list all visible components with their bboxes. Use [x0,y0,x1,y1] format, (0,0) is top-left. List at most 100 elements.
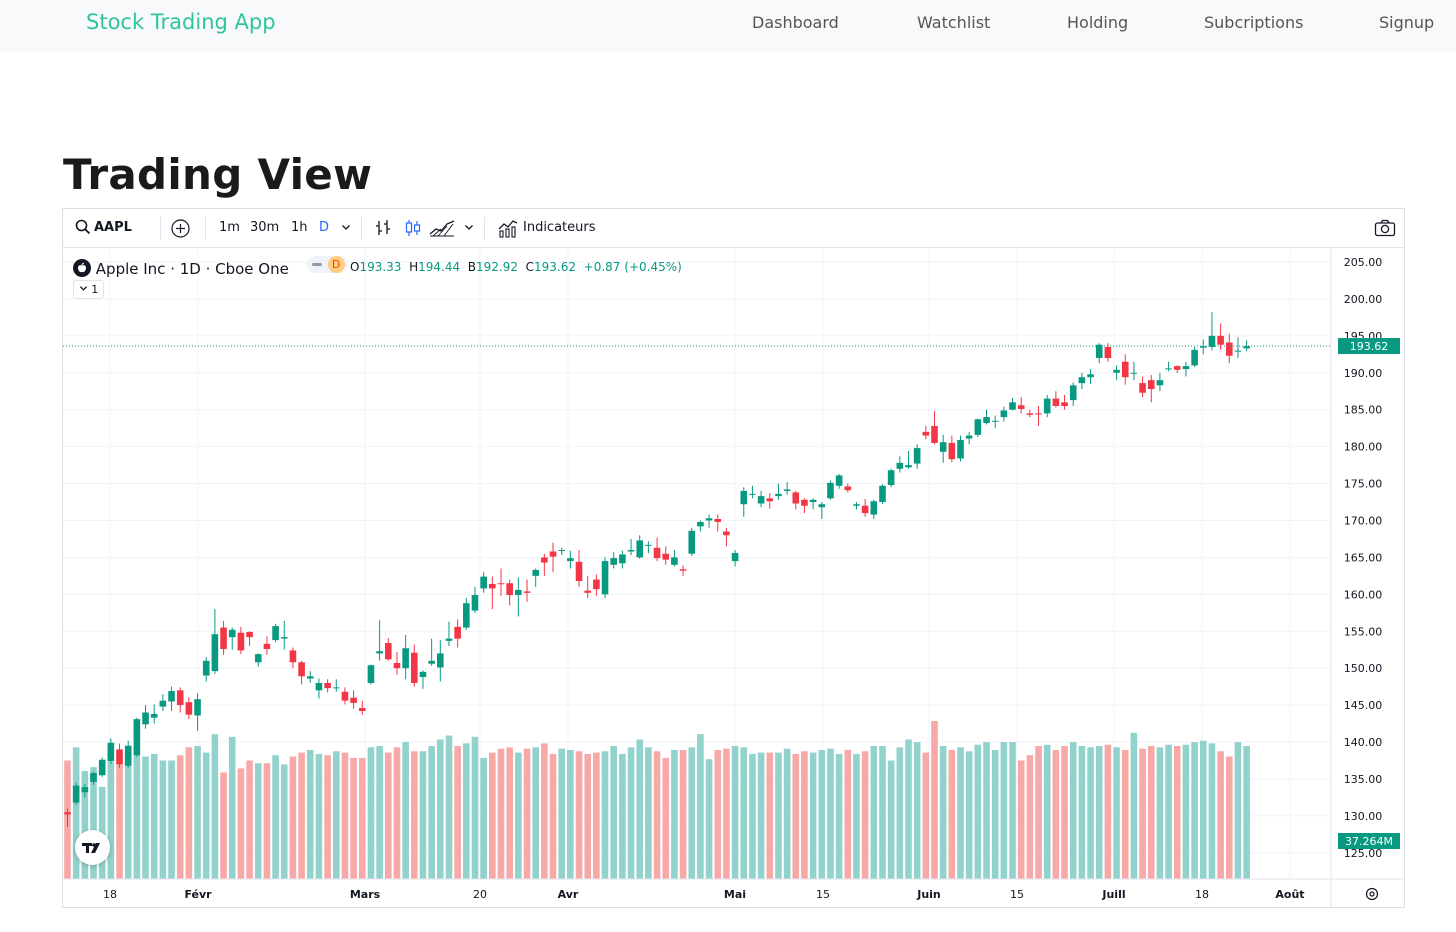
tradingview-logo[interactable] [75,830,110,865]
volume-bar [749,753,756,879]
candle-body [489,583,496,589]
indicators-button[interactable]: Indicateurs [523,220,596,235]
candle-body [1052,398,1060,407]
nav-dashboard[interactable]: Dashboard [752,13,839,32]
volume-bar [957,747,964,879]
time-tick-label: Juin [916,888,941,901]
candle-body [411,652,418,683]
settings-gear-icon[interactable] [1365,887,1379,901]
volume-bar [489,752,496,879]
candle-body [324,682,331,689]
candle-body [1035,413,1042,415]
volume-bar [853,753,860,879]
candle-body [185,702,193,715]
price-tick-label: 200.00 [1344,293,1383,306]
candle-body [948,442,956,460]
delay-badge: D [327,256,345,273]
volume-bar [567,749,574,879]
candle-body [957,439,964,459]
candle-body [254,654,262,663]
price-chart[interactable]: 205.00200.00195.00190.00185.00180.00175.… [63,248,1404,908]
data-status-badge[interactable]: D [306,256,348,273]
symbol-title[interactable]: Apple Inc · 1D · Cboe One [95,260,289,278]
candle-body [532,569,539,576]
volume-bar [107,761,115,879]
volume-bar [393,747,401,879]
candle-body [159,700,167,707]
last-volume-label: 37.264M [1345,835,1393,848]
candle-body [202,660,210,676]
series-legend: Apple Inc · 1D · Cboe One D [73,256,348,281]
volume-bar [454,746,461,879]
candle-body [463,603,470,628]
chevron-down-icon[interactable] [341,221,351,236]
candle-body [220,627,227,649]
volume-bar [1078,746,1086,879]
volume-bar [757,752,765,879]
chevron-down-icon[interactable] [464,221,474,236]
volume-bar [1156,747,1164,879]
volume-bar [532,747,539,879]
candle-body [419,671,427,678]
candle-body [679,569,687,571]
search-icon[interactable] [75,219,91,239]
candle-body [549,551,557,557]
candle-body [1113,369,1120,373]
candle-body [775,493,782,497]
indicators-icon[interactable] [498,218,518,242]
candle-body [1173,366,1181,370]
candle-body [272,626,279,641]
candle-body [384,643,392,660]
volume-bar [1009,742,1016,879]
volume-bar [601,751,609,879]
price-tick-label: 190.00 [1344,367,1383,380]
camera-icon[interactable] [1374,219,1396,241]
volume-bar [90,767,97,879]
volume-bar [896,747,904,879]
bars-style-icon[interactable] [374,219,392,241]
volume-bar [298,752,305,879]
volume-bar [879,746,886,879]
candle-body [176,690,184,706]
volume-bar [731,746,739,879]
candle-body [749,493,756,495]
interval-1h[interactable]: 1h [291,220,308,235]
nav-signup[interactable]: Signup [1379,13,1435,32]
volume-bar [619,753,626,879]
candle-body [246,631,253,638]
volume-bar [827,748,834,879]
volume-bar [194,746,201,879]
volume-bar [324,755,331,879]
page-title: Trading View [63,150,373,199]
volume-bar [376,746,383,879]
nav-holding[interactable]: Holding [1067,13,1129,32]
nav-subscriptions[interactable]: Subcriptions [1204,13,1304,32]
close-value: 193.62 [534,260,577,274]
interval-d[interactable]: D [319,220,330,235]
candle-body [150,713,158,718]
compare-add-icon[interactable] [171,219,190,242]
interval-30m[interactable]: 30m [250,220,280,235]
candle-body [853,504,860,506]
nav-watchlist[interactable]: Watchlist [917,13,991,32]
volume-bar [1243,746,1250,879]
legend-collapse-button[interactable]: 1 [73,280,104,299]
symbol-search[interactable]: AAPL [94,220,132,235]
candle-body [228,629,236,638]
candle-body [913,448,921,464]
candle-body [653,547,661,559]
candle-body [263,643,271,649]
candle-body [809,499,817,503]
candle-body [783,489,791,491]
candle-body [861,505,869,514]
change-value: +0.87 (+0.45%) [583,260,682,274]
candle-body [1104,346,1112,359]
volume-bar [965,751,973,879]
interval-1m[interactable]: 1m [219,220,240,235]
candle-body [827,482,834,499]
area-style-icon[interactable] [429,219,455,241]
volume-bar [1130,732,1138,879]
candle-body [1234,350,1242,352]
brand-logo[interactable]: Stock Trading App [86,10,276,34]
candles-style-icon[interactable] [404,219,422,241]
